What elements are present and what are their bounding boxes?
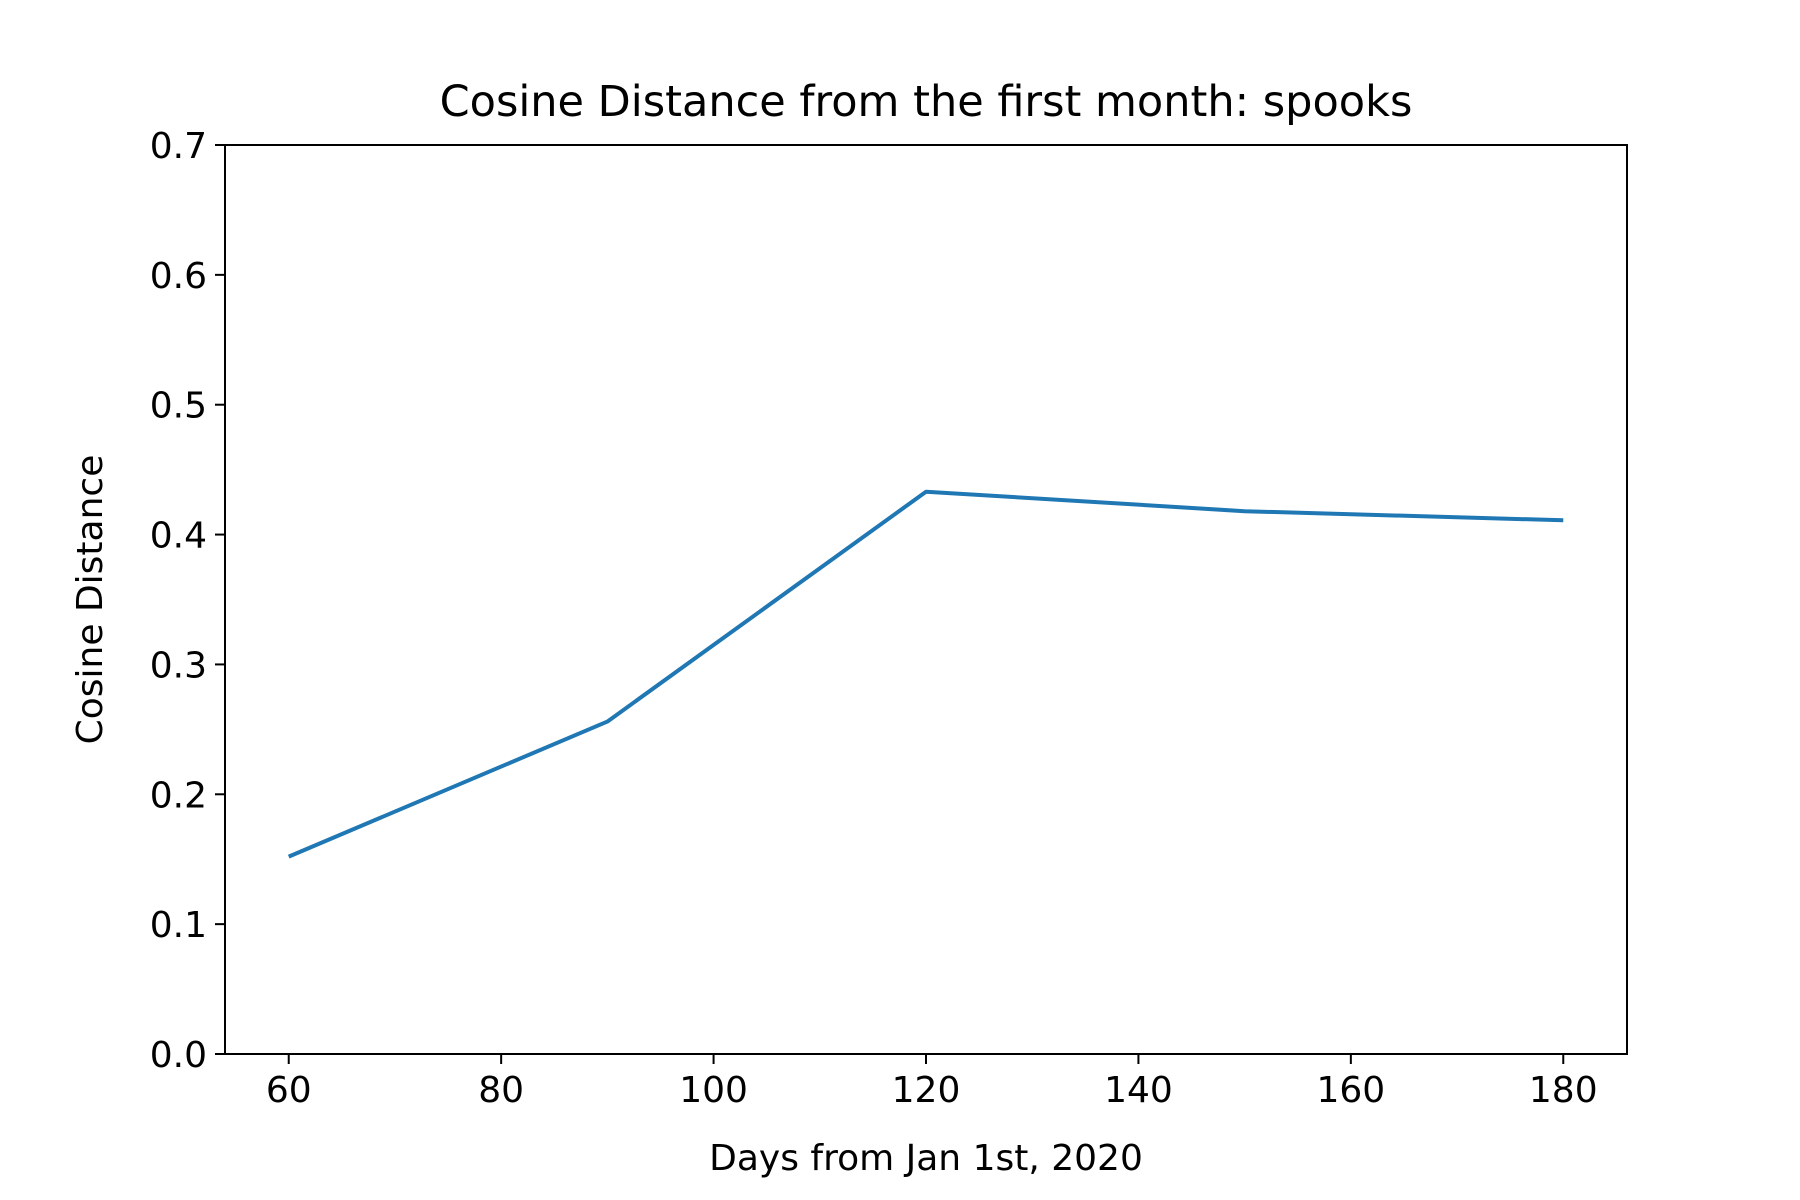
y-tick-label: 0.4 [150, 516, 207, 557]
chart-title: Cosine Distance from the first month: sp… [440, 77, 1413, 127]
x-tick-label: 120 [892, 1070, 961, 1111]
plot-area [224, 144, 1628, 1055]
y-tick-label: 0.6 [150, 256, 207, 297]
x-tick-label: 60 [266, 1070, 312, 1111]
y-tick-label: 0.1 [150, 905, 207, 946]
x-tick-label: 160 [1316, 1070, 1385, 1111]
x-tick-label: 180 [1529, 1070, 1598, 1111]
y-axis-title: Cosine Distance [70, 455, 111, 745]
series-line [287, 489, 1564, 859]
plot-frame [224, 144, 1628, 1055]
y-tick-label: 0.3 [150, 645, 207, 686]
x-tick-label: 140 [1104, 1070, 1173, 1111]
y-tick-label: 0.7 [150, 126, 207, 167]
y-axis: 0.0 0.1 0.2 0.3 0.4 0.5 0.6 0.7 [150, 126, 225, 1076]
x-tick-label: 100 [679, 1070, 748, 1111]
y-tick-label: 0.2 [150, 775, 207, 816]
series-layer [287, 489, 1564, 859]
y-tick-label: 0.0 [150, 1035, 207, 1076]
x-tick-label: 80 [478, 1070, 524, 1111]
x-axis-title: Days from Jan 1st, 2020 [709, 1138, 1143, 1179]
x-axis: 60 80 100 120 140 160 180 [266, 1054, 1598, 1111]
y-tick-label: 0.5 [150, 386, 207, 427]
